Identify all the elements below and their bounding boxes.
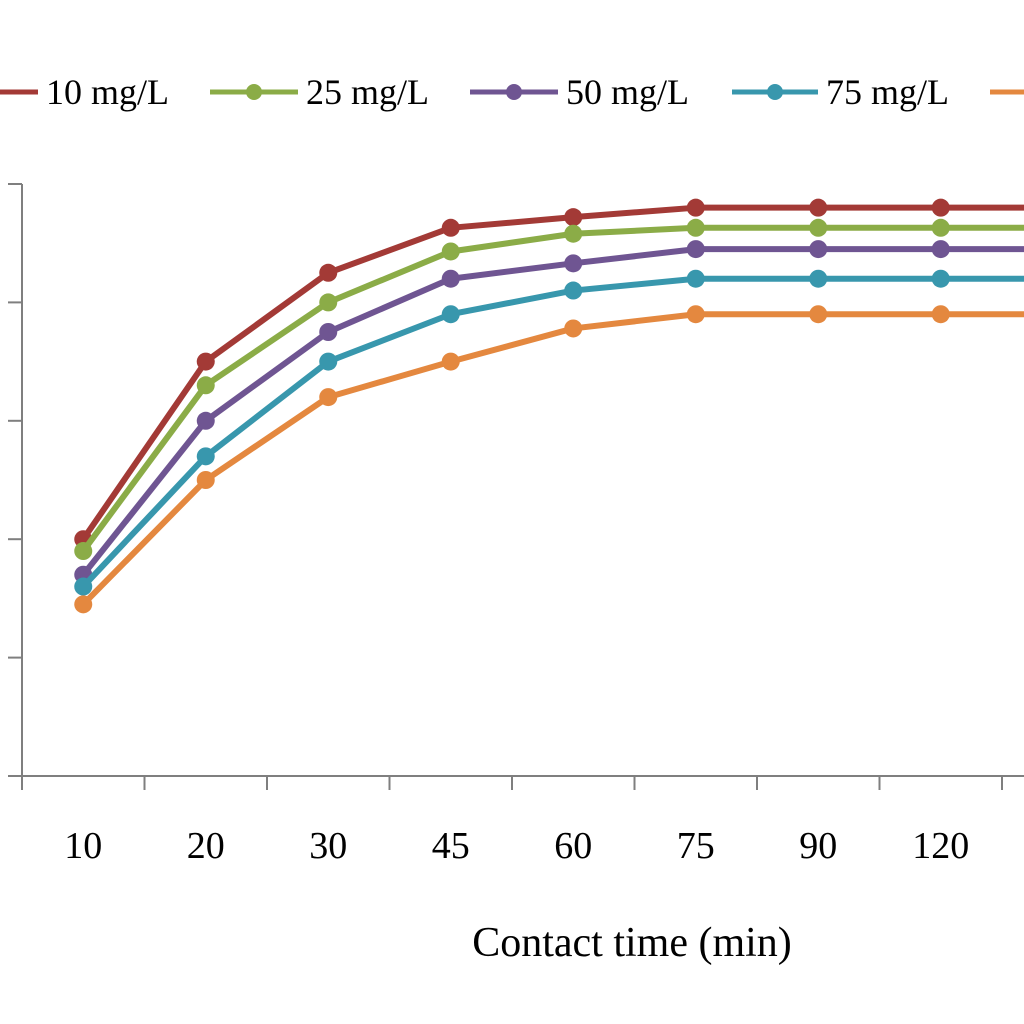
data-point bbox=[319, 323, 338, 341]
legend-label: 75 mg/L bbox=[826, 72, 949, 112]
data-point bbox=[74, 542, 93, 561]
chart-axes bbox=[8, 183, 1024, 790]
series-3 bbox=[74, 240, 1024, 584]
data-point bbox=[74, 577, 93, 596]
data-point bbox=[441, 218, 460, 237]
x-tick-label: 60 bbox=[554, 825, 592, 867]
data-point bbox=[686, 240, 705, 259]
x-tick-label: 45 bbox=[432, 825, 470, 867]
data-point bbox=[686, 198, 705, 217]
series-5 bbox=[74, 305, 1024, 614]
data-point bbox=[441, 352, 460, 371]
legend-swatch-marker bbox=[767, 84, 783, 100]
legend-swatch-marker bbox=[506, 84, 522, 100]
data-point bbox=[564, 208, 583, 227]
data-point bbox=[196, 352, 215, 371]
data-point bbox=[686, 218, 705, 237]
data-point bbox=[319, 293, 338, 312]
legend-item: 75 mg/L bbox=[732, 72, 949, 112]
data-point bbox=[809, 269, 828, 288]
data-point bbox=[931, 269, 950, 288]
data-point bbox=[809, 240, 828, 259]
data-point bbox=[319, 388, 338, 407]
x-axis-title: Contact time (min) bbox=[472, 920, 792, 966]
data-point bbox=[931, 305, 950, 324]
data-point bbox=[809, 218, 828, 237]
data-point bbox=[196, 471, 215, 489]
series-4 bbox=[74, 269, 1024, 596]
data-point bbox=[564, 224, 583, 243]
x-tick-label: 30 bbox=[309, 825, 347, 867]
x-tick-label: 20 bbox=[187, 825, 225, 867]
data-point bbox=[931, 240, 950, 259]
data-point bbox=[441, 269, 460, 288]
data-point bbox=[74, 595, 93, 614]
legend-label: 50 mg/L bbox=[566, 72, 689, 112]
series-line bbox=[81, 311, 1024, 607]
legend-item: 25 mg/L bbox=[210, 72, 429, 112]
series-2 bbox=[74, 218, 1024, 561]
data-point bbox=[809, 305, 828, 324]
series-line bbox=[81, 275, 1024, 589]
data-point bbox=[931, 198, 950, 217]
series-1 bbox=[74, 198, 1024, 549]
data-point bbox=[441, 305, 460, 324]
data-point bbox=[564, 281, 583, 300]
legend: 10 mg/L 25 mg/L 50 mg/L 75 mg/L bbox=[0, 72, 1024, 112]
x-tick-label: 75 bbox=[677, 825, 715, 867]
data-point bbox=[931, 218, 950, 237]
legend-swatch-marker bbox=[246, 84, 262, 100]
data-point bbox=[196, 411, 215, 430]
data-point bbox=[564, 319, 583, 338]
data-point bbox=[564, 254, 583, 273]
data-point bbox=[809, 198, 828, 217]
legend-item: 50 mg/L bbox=[470, 72, 689, 112]
x-tick-labels: 10 20 30 45 60 75 90 120 bbox=[64, 825, 969, 867]
legend-label: 10 mg/L bbox=[46, 72, 169, 112]
data-point bbox=[686, 305, 705, 324]
x-tick-label: 120 bbox=[912, 825, 969, 867]
series-line bbox=[80, 246, 1024, 577]
data-point bbox=[196, 376, 215, 395]
data-point bbox=[441, 242, 460, 261]
data-point bbox=[319, 263, 338, 282]
data-point bbox=[686, 269, 705, 288]
x-tick-label: 10 bbox=[64, 825, 102, 867]
data-point bbox=[196, 447, 215, 466]
x-tick-label: 90 bbox=[799, 825, 837, 867]
chart-series bbox=[74, 198, 1024, 614]
data-point bbox=[319, 352, 338, 371]
legend-item: 10 mg/L bbox=[0, 72, 169, 112]
legend-label: 25 mg/L bbox=[306, 72, 429, 112]
